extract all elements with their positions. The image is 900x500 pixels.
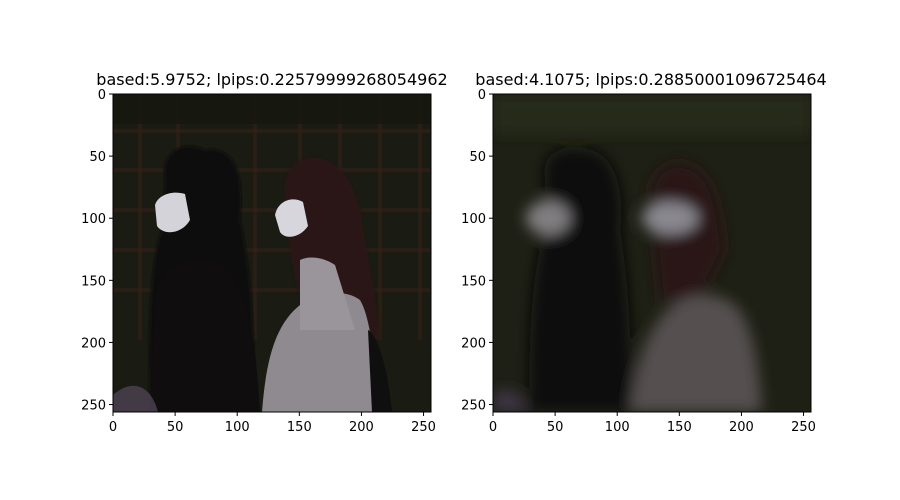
y-tick-label: 100 [461, 212, 486, 227]
panel-2: based:4.1075; lpips:0.28850001096725464 … [461, 70, 827, 435]
panel-1-frame [112, 93, 432, 413]
x-tick-label: 150 [287, 420, 312, 435]
y-tick-label: 0 [478, 88, 486, 103]
panel-1-x-ticks: 0 50 100 150 200 250 [109, 412, 436, 435]
x-tick-label: 0 [489, 420, 497, 435]
panel-1-y-ticks: 0 50 100 150 200 250 [81, 88, 113, 414]
y-tick-label: 150 [81, 274, 106, 289]
x-tick-label: 150 [667, 420, 692, 435]
x-tick-label: 250 [411, 420, 436, 435]
y-tick-label: 200 [461, 336, 486, 351]
x-tick-label: 100 [225, 420, 250, 435]
panel-2-x-ticks: 0 50 100 150 200 250 [489, 412, 816, 435]
x-tick-label: 50 [547, 420, 564, 435]
y-tick-label: 50 [89, 150, 106, 165]
x-tick-label: 50 [167, 420, 184, 435]
x-tick-label: 100 [605, 420, 630, 435]
y-tick-label: 100 [81, 212, 106, 227]
panel-2-title: based:4.1075; lpips:0.28850001096725464 [475, 70, 826, 89]
panel-1: based:5.9752; lpips:0.22579999268054962 [81, 70, 448, 435]
x-tick-label: 200 [349, 420, 374, 435]
panel-2-y-ticks: 0 50 100 150 200 250 [461, 88, 493, 414]
x-tick-label: 200 [729, 420, 754, 435]
panel-1-title: based:5.9752; lpips:0.22579999268054962 [96, 70, 447, 89]
y-tick-label: 50 [469, 150, 486, 165]
y-tick-label: 0 [98, 88, 106, 103]
y-tick-label: 150 [461, 274, 486, 289]
y-tick-label: 250 [461, 399, 486, 414]
x-tick-label: 250 [791, 420, 816, 435]
x-tick-label: 0 [109, 420, 117, 435]
panel-2-frame [492, 93, 812, 413]
panel-1-image [113, 94, 431, 412]
y-tick-label: 200 [81, 336, 106, 351]
panel-2-image [493, 94, 811, 412]
y-tick-label: 250 [81, 399, 106, 414]
